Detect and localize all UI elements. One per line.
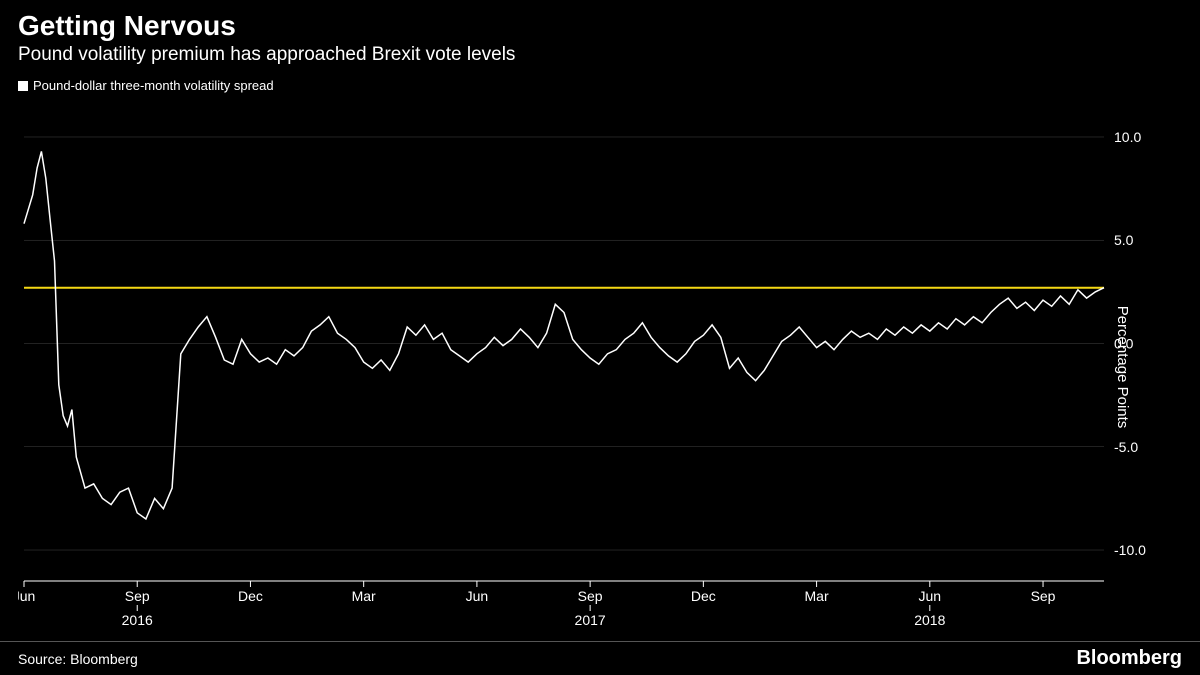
svg-text:-5.0: -5.0 <box>1114 439 1138 455</box>
svg-text:2017: 2017 <box>575 612 606 628</box>
chart-header: Getting Nervous Pound volatility premium… <box>0 0 1200 72</box>
chart-footer: Source: Bloomberg Bloomberg <box>0 641 1200 675</box>
svg-text:Jun: Jun <box>466 588 489 604</box>
chart-area: -10.0-5.00.05.010.0JunSepDecMarJunSepDec… <box>18 100 1182 633</box>
svg-text:Sep: Sep <box>1031 588 1056 604</box>
chart-subtitle: Pound volatility premium has approached … <box>18 44 1182 66</box>
svg-text:Dec: Dec <box>691 588 716 604</box>
svg-text:Sep: Sep <box>578 588 603 604</box>
svg-text:Jun: Jun <box>919 588 942 604</box>
legend-series-label: Pound-dollar three-month volatility spre… <box>33 78 274 93</box>
line-chart-svg: -10.0-5.00.05.010.0JunSepDecMarJunSepDec… <box>18 100 1182 633</box>
legend-marker-icon <box>18 81 28 91</box>
svg-text:Mar: Mar <box>352 588 376 604</box>
svg-text:5.0: 5.0 <box>1114 232 1134 248</box>
svg-text:Mar: Mar <box>805 588 829 604</box>
svg-text:10.0: 10.0 <box>1114 129 1141 145</box>
svg-text:2016: 2016 <box>122 612 153 628</box>
brand-text: Bloomberg <box>1076 647 1182 670</box>
svg-text:Jun: Jun <box>18 588 35 604</box>
svg-text:-10.0: -10.0 <box>1114 542 1146 558</box>
y-axis-label: Percentage Points <box>1114 305 1131 428</box>
chart-legend: Pound-dollar three-month volatility spre… <box>0 72 1200 93</box>
chart-title: Getting Nervous <box>18 10 1182 42</box>
svg-text:2018: 2018 <box>914 612 945 628</box>
source-text: Source: Bloomberg <box>18 651 138 667</box>
svg-text:Dec: Dec <box>238 588 263 604</box>
svg-text:Sep: Sep <box>125 588 150 604</box>
